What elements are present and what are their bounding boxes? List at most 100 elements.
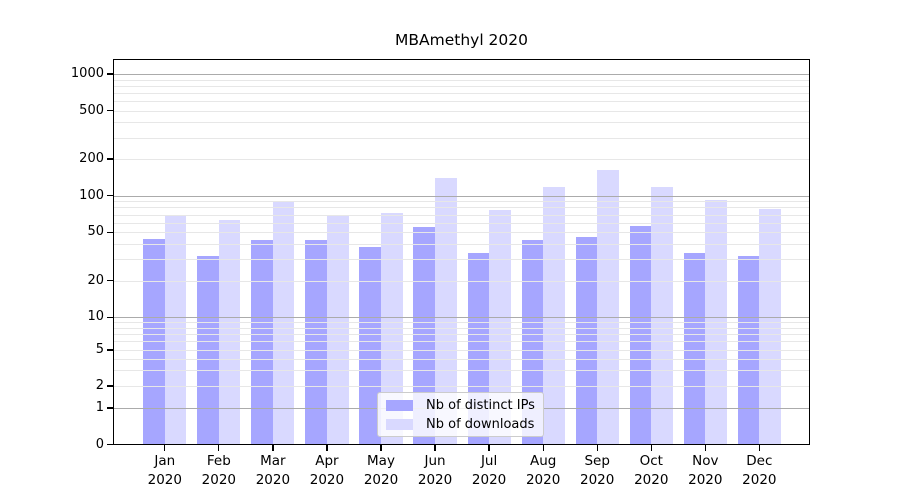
x-tick-sep (596, 444, 598, 451)
gridline-major-100 (113, 195, 810, 197)
gridline-minor-700 (113, 92, 810, 94)
y-tick-label-5: 5 (95, 342, 104, 357)
y-tick-10 (106, 316, 113, 318)
x-label-year: 2020 (580, 471, 615, 488)
x-label-year: 2020 (201, 471, 237, 488)
x-tick-jul (488, 444, 490, 451)
y-tick-500 (106, 109, 113, 112)
x-tick-nov (704, 444, 706, 451)
x-tick-label-nov: Nov 2020 (677, 452, 733, 489)
gridline-minor-500 (113, 110, 810, 112)
x-tick-label-sep: Sep 2020 (569, 452, 625, 489)
x-tick-label-dec: Dec 2020 (731, 452, 787, 489)
y-tick-1 (106, 407, 113, 409)
gridline-major-10 (113, 317, 810, 319)
bar-downloads-feb-2020 (218, 220, 241, 445)
x-tick-jan (164, 444, 166, 451)
x-label-year: 2020 (471, 471, 507, 488)
gridline-minor-200 (113, 159, 810, 161)
x-label-year: 2020 (147, 471, 182, 488)
bar-distinct-ips-may-2020 (359, 246, 381, 445)
gridline-minor-20 (113, 280, 810, 282)
x-tick-label-mar: Mar 2020 (245, 452, 301, 489)
x-label-month: Sep (584, 453, 610, 469)
y-tick-20 (106, 280, 113, 282)
x-tick-aug (542, 444, 544, 451)
y-tick-label-2: 2 (95, 378, 104, 393)
x-label-year: 2020 (309, 471, 345, 488)
gridline-minor-30 (113, 259, 810, 261)
gridline-minor-800 (113, 85, 810, 87)
legend-row-downloads: Nb of downloads (386, 417, 543, 432)
x-tick-label-apr: Apr 2020 (299, 452, 355, 489)
gridline-minor-40 (113, 244, 810, 246)
gridline-minor-6 (113, 341, 810, 343)
legend-row-distinct-ips: Nb of distinct IPs (386, 398, 543, 413)
gridline-minor-400 (113, 122, 810, 124)
legend: Nb of distinct IPs Nb of downloads (377, 392, 544, 437)
y-tick-label-1000: 1000 (70, 66, 104, 81)
bar-downloads-apr-2020 (326, 214, 349, 445)
y-tick-label-500: 500 (79, 102, 104, 118)
gridline-minor-80 (113, 207, 810, 209)
x-tick-may (380, 444, 382, 451)
x-label-month: Apr (315, 453, 339, 469)
y-tick-label-10: 10 (87, 309, 104, 325)
gridline-major-1000 (113, 74, 810, 75)
y-tick-label-20: 20 (87, 272, 104, 288)
x-label-year: 2020 (634, 471, 669, 488)
x-tick-label-oct: Oct 2020 (623, 452, 679, 489)
x-tick-label-feb: Feb 2020 (191, 452, 247, 489)
x-label-month: Jul (480, 453, 498, 469)
x-label-month: Feb (206, 453, 231, 469)
gridline-minor-2 (113, 386, 810, 387)
y-tick-label-200: 200 (79, 151, 104, 167)
gridline-minor-4 (113, 358, 810, 360)
x-tick-label-aug: Aug 2020 (515, 452, 571, 489)
x-label-month: Jan (154, 453, 176, 469)
gridline-minor-70 (113, 214, 810, 216)
y-tick-label-1: 1 (95, 400, 104, 415)
y-tick-0 (106, 443, 113, 446)
bar-downloads-aug-2020 (543, 187, 565, 445)
y-tick-label-0: 0 (95, 436, 104, 452)
x-tick-mar (272, 444, 274, 451)
gridline-minor-7 (113, 334, 810, 336)
bar-downloads-dec-2020 (759, 208, 781, 445)
x-label-year: 2020 (742, 471, 777, 488)
x-label-year: 2020 (525, 471, 561, 488)
chart-title: MBAmethyl 2020 (395, 31, 528, 49)
x-label-year: 2020 (255, 471, 291, 488)
gridline-minor-3 (113, 370, 810, 372)
y-tick-2 (106, 385, 113, 387)
x-label-year: 2020 (688, 471, 723, 488)
y-tick-label-50: 50 (87, 224, 104, 240)
gridline-minor-9 (113, 322, 810, 324)
x-label-month: May (367, 453, 395, 469)
legend-label-downloads: Nb of downloads (426, 416, 535, 432)
y-tick-1000 (106, 73, 113, 75)
gridline-minor-60 (113, 222, 810, 224)
y-tick-label-100: 100 (79, 187, 104, 203)
gridline-minor-90 (113, 201, 810, 203)
x-label-year: 2020 (417, 471, 453, 488)
x-label-month: Jun (424, 453, 446, 469)
x-label-month: Nov (692, 453, 719, 469)
x-tick-apr (326, 444, 328, 451)
x-tick-label-jun: Jun 2020 (407, 452, 463, 489)
gridline-minor-50 (113, 232, 810, 234)
y-tick-5 (106, 349, 113, 351)
x-label-month: Oct (639, 453, 663, 469)
x-label-month: Dec (746, 453, 773, 469)
x-label-month: Mar (260, 453, 286, 469)
x-tick-oct (650, 444, 652, 451)
bar-downloads-jan-2020 (164, 214, 187, 445)
gridline-minor-8 (113, 327, 810, 329)
plot-area (113, 59, 810, 445)
bar-downloads-oct-2020 (651, 186, 673, 445)
x-tick-label-may: May 2020 (353, 452, 409, 489)
legend-label-distinct-ips: Nb of distinct IPs (426, 397, 535, 413)
legend-swatch-downloads (386, 418, 413, 430)
y-tick-200 (106, 158, 113, 160)
